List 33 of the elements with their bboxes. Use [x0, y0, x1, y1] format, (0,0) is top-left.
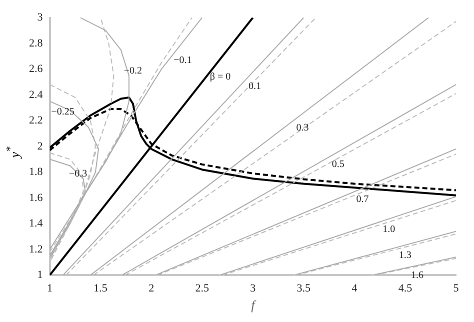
x-tick-label: 2.5 — [195, 282, 210, 295]
y-tick-label: 1.8 — [29, 166, 44, 178]
y-tick-label: 2.4 — [29, 88, 44, 101]
y-tick-label: 1.4 — [29, 218, 44, 230]
annotation: 0.7 — [356, 194, 369, 206]
y-tick-label: 3 — [37, 11, 44, 24]
y-tick-label: 2.6 — [29, 63, 44, 76]
x-tick-label: 3 — [250, 282, 256, 295]
x-tick-label: 4.5 — [398, 282, 413, 295]
annotation: 1.6 — [411, 270, 424, 281]
annotation: −0.2 — [124, 65, 142, 76]
annotation: −0.3 — [68, 168, 88, 180]
x-tick-label: 3.5 — [296, 282, 312, 295]
x-tick-label: 5 — [453, 282, 460, 295]
annotation: β = 0 — [210, 72, 231, 83]
x-tick-label: 1.5 — [94, 282, 108, 295]
y-tick-label: 2 — [37, 140, 43, 152]
annotation: 1.3 — [398, 250, 412, 261]
annotation: 1.0 — [382, 224, 396, 236]
annotation: 0.1 — [248, 80, 262, 92]
y-tick-label: 1.2 — [29, 243, 43, 256]
y-tick-label: 2.8 — [29, 37, 44, 50]
annotation: −0.25 — [51, 106, 74, 118]
y-tick-label: 1 — [37, 269, 43, 282]
x-tick-label: 4 — [352, 282, 358, 295]
y-tick-label: 1.6 — [29, 192, 44, 204]
y-tick-label: 2.2 — [29, 114, 43, 127]
annotation: −0.1 — [174, 55, 192, 66]
annotation: 0.5 — [332, 159, 344, 170]
x-tick-label: 2 — [148, 282, 154, 295]
x-axis-title: f — [251, 298, 258, 313]
x-tick-label: 1 — [47, 282, 52, 295]
annotation: 0.3 — [296, 122, 309, 134]
